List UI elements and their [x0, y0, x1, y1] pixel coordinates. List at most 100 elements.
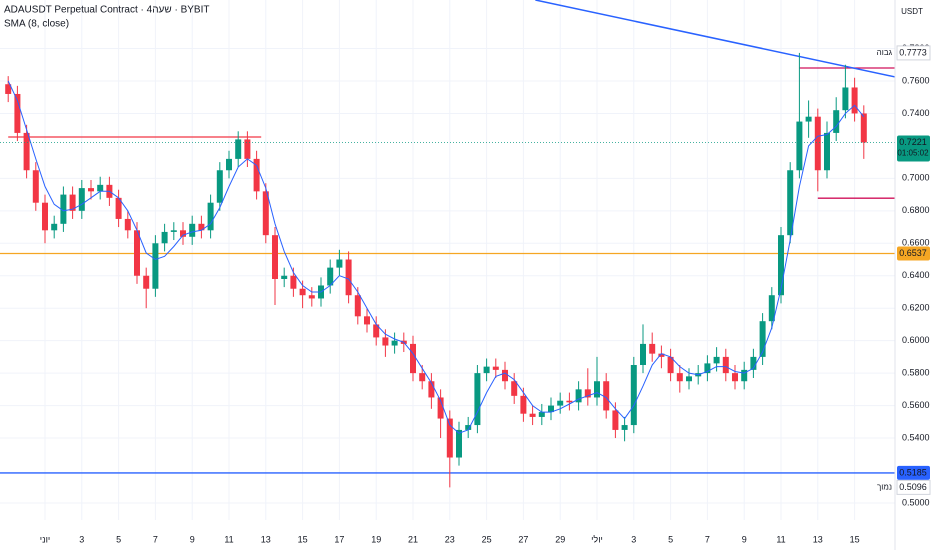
- candle-body: [722, 356, 729, 374]
- candle-body: [391, 340, 398, 346]
- candle-body: [824, 132, 830, 171]
- candle-body: [97, 184, 104, 192]
- y-tick-label: 0.6400: [902, 270, 930, 280]
- x-tick-label: 17: [334, 534, 344, 544]
- candle-body: [465, 425, 472, 430]
- candle-body: [658, 353, 665, 357]
- candle-body: [115, 197, 122, 219]
- candle-body: [649, 343, 656, 354]
- candle-body: [575, 389, 582, 403]
- candle-body: [354, 295, 361, 317]
- candle-body: [410, 343, 416, 374]
- countdown-label: 01:05:02: [897, 149, 929, 158]
- candle-body: [308, 295, 315, 299]
- candle-body: [768, 295, 775, 322]
- currency: USDT: [901, 7, 923, 16]
- candle-body: [382, 337, 389, 346]
- candle-body: [272, 235, 278, 279]
- plot: [0, 0, 896, 488]
- y-tick-label: 0.5600: [902, 400, 930, 410]
- candle-body: [483, 366, 490, 374]
- candle-body: [69, 194, 76, 211]
- candle-body: [14, 93, 21, 133]
- candle-body: [364, 316, 370, 325]
- x-tick-label: 15: [298, 534, 308, 544]
- candle-body: [502, 369, 508, 382]
- candle-body: [180, 230, 186, 237]
- candle-body: [529, 413, 536, 417]
- x-tick-label: 29: [555, 534, 565, 544]
- x-tick-label: יולי: [591, 534, 603, 544]
- candle-body: [805, 116, 812, 122]
- y-tick-label: 0.7000: [902, 173, 930, 183]
- candle-body: [686, 376, 692, 382]
- y-tick-label: 0.6800: [902, 205, 930, 215]
- x-tick-label: 7: [153, 534, 158, 544]
- candle-body: [437, 397, 444, 419]
- candle-body: [170, 230, 177, 232]
- candle-body: [32, 170, 39, 203]
- sma-line: [7, 80, 865, 434]
- candle-body: [667, 356, 674, 374]
- price-label-box: [897, 246, 930, 261]
- candle-body: [262, 191, 269, 236]
- candle-body: [290, 275, 297, 289]
- candle-body: [244, 139, 251, 159]
- candle-body: [842, 87, 849, 111]
- x-tick-label: 7: [705, 534, 710, 544]
- candle-body: [124, 218, 131, 231]
- price-axis: 0.5000 0.5400 0.5600 0.5800 0.6000 0.6200 0.64…: [877, 43, 931, 507]
- candle-body: [584, 389, 591, 398]
- marker-box: [896, 479, 931, 495]
- y-tick-label: 0.5400: [902, 432, 930, 442]
- candle-body: [538, 412, 545, 417]
- candle-body: [640, 343, 646, 366]
- candle-body: [612, 410, 619, 430]
- candle-body: [23, 132, 30, 171]
- y-tick-label: 0.6000: [902, 335, 930, 345]
- x-tick-label: 11: [776, 534, 785, 544]
- y-tick-label: 0.7600: [902, 75, 930, 85]
- candle-body: [741, 369, 748, 382]
- candle-body: [833, 110, 840, 133]
- y-tick-label: 0.6600: [902, 238, 930, 248]
- candle-body: [253, 158, 260, 192]
- candle-body: [428, 381, 435, 398]
- candle-body: [78, 188, 85, 211]
- candle-body: [814, 116, 821, 171]
- price-label-box: [897, 465, 930, 480]
- x-tick-label: 3: [79, 534, 84, 544]
- candle-body: [732, 373, 738, 382]
- candle-body: [152, 243, 159, 289]
- candle-body: [492, 366, 499, 370]
- price-label: 0.6537: [899, 248, 927, 258]
- candle-body: [373, 324, 380, 338]
- trendline: [535, 0, 896, 78]
- candle-body: [851, 87, 858, 114]
- x-tick-label: 19: [371, 534, 381, 544]
- candle-body: [189, 223, 196, 237]
- x-tick-label: 9: [190, 534, 195, 544]
- x-tick-label: 25: [482, 534, 492, 544]
- candle-body: [603, 381, 610, 411]
- y-tick-label: 0.5800: [902, 367, 930, 377]
- candle-body: [594, 381, 600, 398]
- candle-body: [511, 381, 518, 396]
- candle-body: [566, 400, 573, 403]
- candle-body: [226, 158, 232, 171]
- x-tick-label: 23: [445, 534, 455, 544]
- candle-body: [134, 230, 140, 276]
- candle-body: [60, 194, 67, 224]
- candle-body: [327, 267, 334, 286]
- x-tick-label: 21: [408, 534, 418, 544]
- candle-body: [713, 356, 720, 364]
- marker-box: [896, 45, 931, 61]
- candle-body: [336, 259, 343, 268]
- candle-body: [676, 373, 683, 382]
- candle-body: [621, 425, 628, 430]
- x-tick-label: 5: [668, 534, 673, 544]
- x-tick-label: 15: [850, 534, 860, 544]
- x-tick-label: 27: [518, 534, 528, 544]
- candle-body: [557, 400, 564, 406]
